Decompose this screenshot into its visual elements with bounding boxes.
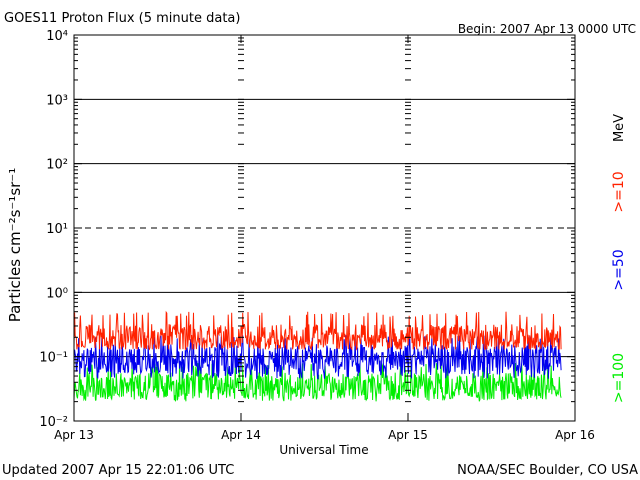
y-tick-labels: 10⁻² 10⁻¹ 10⁰ 10¹ 10² 10³ 10⁴: [39, 29, 68, 430]
x-tick-label: Apr 15: [388, 428, 428, 442]
legend-entry: >=100: [611, 353, 627, 403]
y-tick-label: 10⁻¹: [39, 351, 68, 366]
source-credit: NOAA/SEC Boulder, CO USA: [457, 463, 638, 478]
begin-date-label: Begin: 2007 Apr 13 0000 UTC: [458, 22, 636, 36]
legend-entry: >=10: [611, 171, 627, 212]
chart-title: GOES11 Proton Flux (5 minute data): [4, 11, 240, 26]
legend-entry: >=50: [611, 249, 627, 290]
series-line: [73, 334, 562, 380]
y-tick-label: 10¹: [46, 222, 68, 237]
units-label: MeV: [612, 114, 627, 142]
y-tick-label: 10⁴: [46, 29, 68, 44]
x-tick-label: Apr 13: [54, 428, 94, 442]
x-tick-labels: Apr 13 Apr 14 Apr 15 Apr 16: [54, 428, 595, 442]
x-axis-label: Universal Time: [279, 443, 368, 457]
plot-series: [73, 310, 562, 402]
y-tick-label: 10³: [46, 93, 68, 108]
x-tick-label: Apr 14: [221, 428, 261, 442]
series-legend: >=10 >=50 >=100: [611, 171, 627, 403]
updated-timestamp: Updated 2007 Apr 15 22:01:06 UTC: [2, 463, 234, 478]
y-axis-label: Particles cm⁻²s⁻¹sr⁻¹: [6, 168, 24, 322]
series-line: [73, 310, 562, 351]
plot-grid: [74, 98, 575, 358]
y-tick-label: 10⁰: [46, 286, 68, 301]
y-tick-label: 10²: [46, 158, 68, 173]
x-tick-label: Apr 16: [555, 428, 595, 442]
plot-ticks: [73, 34, 576, 422]
y-tick-label: 10⁻²: [39, 415, 68, 430]
